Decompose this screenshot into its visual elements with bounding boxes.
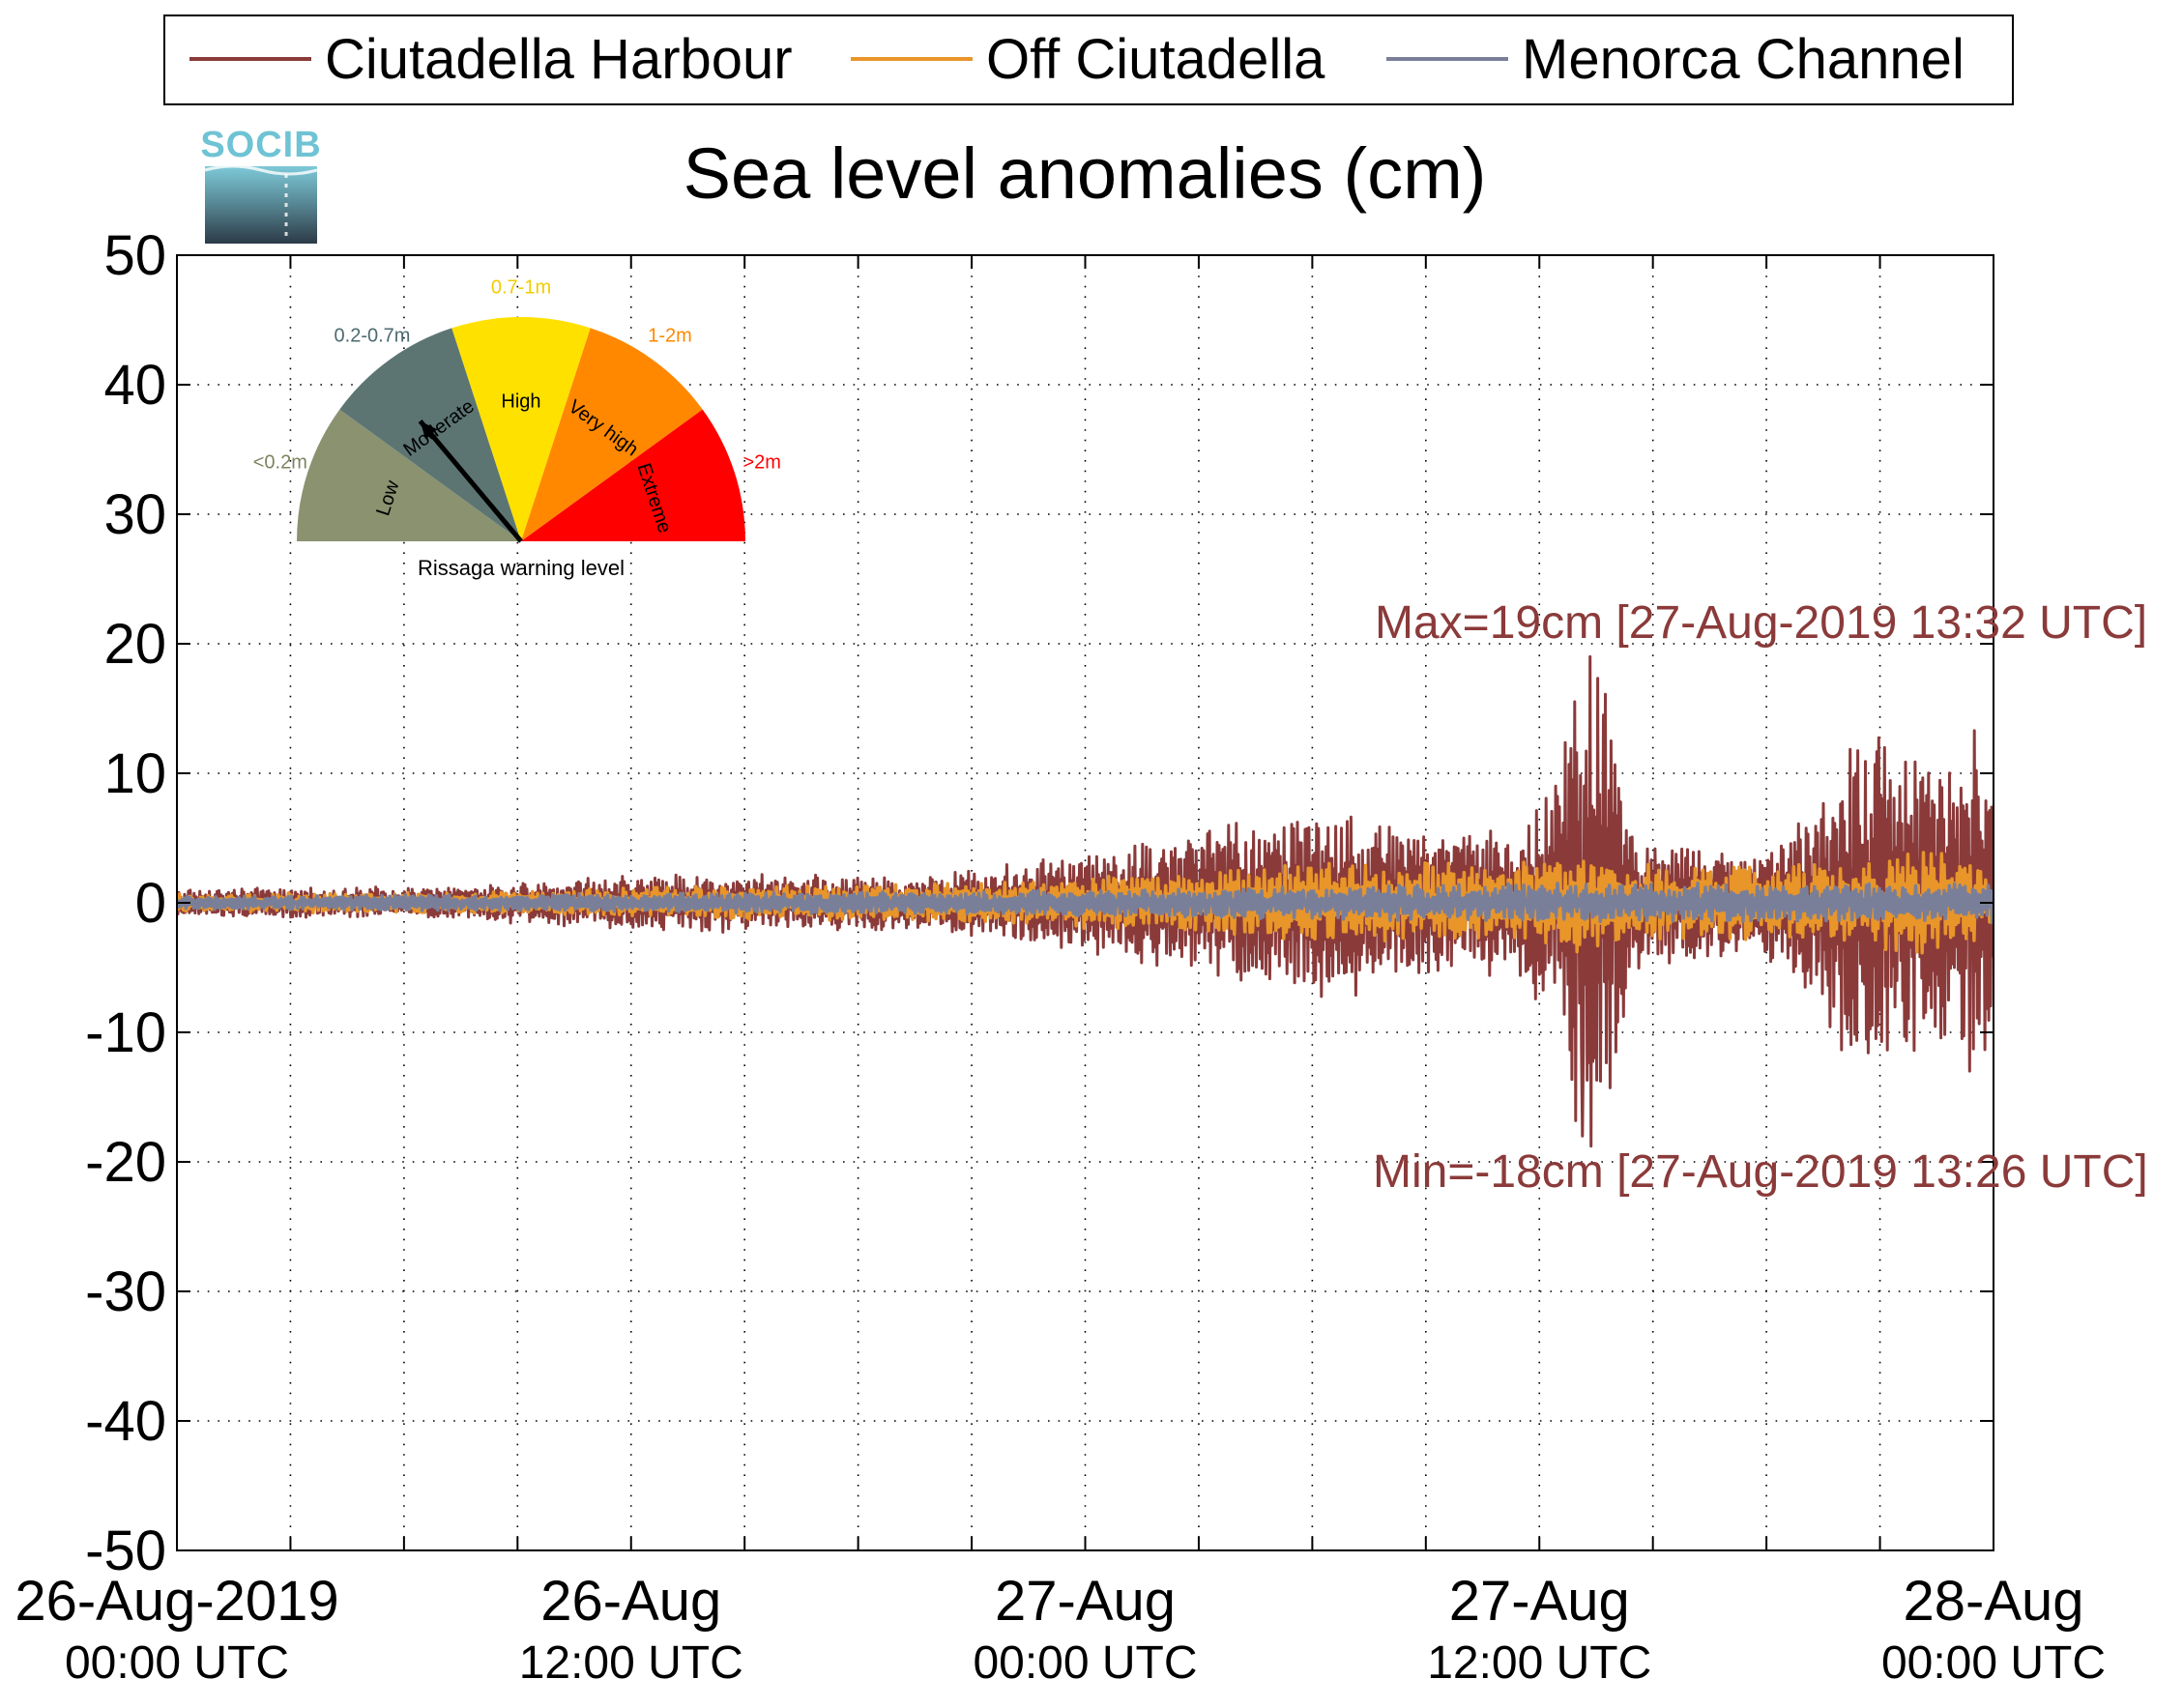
series-lines xyxy=(177,654,1994,1148)
y-tick-label: 20 xyxy=(103,613,166,676)
x-tick-label-time: 00:00 UTC xyxy=(65,1637,289,1689)
x-tick-label-time: 12:00 UTC xyxy=(1427,1637,1651,1689)
gauge-caption: Rissaga warning level xyxy=(418,556,625,580)
y-tick-label: -30 xyxy=(85,1260,166,1323)
gauge-sector-low xyxy=(297,409,521,541)
y-tick-label: 30 xyxy=(103,483,166,546)
gauge-sector-extreme xyxy=(521,409,745,541)
gauge-sector-very-high xyxy=(521,328,703,541)
legend-label-menorca-channel: Menorca Channel xyxy=(1522,28,1965,91)
gauge-needle-arrowhead xyxy=(420,420,438,440)
series-line-menorca-channel xyxy=(177,882,1994,925)
x-tick-label-date: 27-Aug xyxy=(995,1570,1176,1633)
socib-logo-mark xyxy=(205,166,317,244)
gauge-sector-label-high: High xyxy=(501,391,540,412)
y-tick-label: -10 xyxy=(85,1001,166,1064)
gauge-range-label-low: <0.2m xyxy=(253,451,307,473)
legend-label-ciutadella-harbour: Ciutadella Harbour xyxy=(325,28,793,91)
x-tick-label-date: 27-Aug xyxy=(1449,1570,1630,1633)
x-tick-label-date: 26-Aug-2019 xyxy=(15,1570,338,1633)
x-tick-label-date: 28-Aug xyxy=(1903,1570,2083,1633)
gauge-range-label-very-high: 1-2m xyxy=(648,325,692,346)
annotation-max: Max=19cm [27-Aug-2019 13:32 UTC] xyxy=(1375,597,2147,649)
y-tick-label: 50 xyxy=(103,224,166,287)
gauge-range-label-high: 0.7-1m xyxy=(491,276,551,298)
gauge-range-label-extreme: >2m xyxy=(742,451,780,473)
x-tick-label-time: 00:00 UTC xyxy=(973,1637,1197,1689)
legend-frame xyxy=(163,14,2014,105)
socib-logo-text: SOCIB xyxy=(200,125,321,165)
gauge-range-label-moderate: 0.2-0.7m xyxy=(335,325,411,346)
x-tick-label-date: 26-Aug xyxy=(540,1570,721,1633)
y-tick-label: 10 xyxy=(103,742,166,805)
gauge-needle xyxy=(418,419,523,543)
axes: 50403020100-10-20-30-40-5026-Aug-201900:… xyxy=(15,224,2106,1689)
socib-logo-wave xyxy=(204,164,318,176)
y-tick-label: -50 xyxy=(85,1520,166,1582)
socib-logo: SOCIB xyxy=(200,125,321,244)
legend-label-off-ciutadella: Off Ciutadella xyxy=(986,28,1325,91)
y-tick-label: 40 xyxy=(103,354,166,417)
y-tick-label: 0 xyxy=(135,872,166,935)
x-tick-label-time: 00:00 UTC xyxy=(1881,1637,2106,1689)
annotation-min: Min=-18cm [27-Aug-2019 13:26 UTC] xyxy=(1373,1146,2148,1198)
legend: Ciutadella Harbour Off Ciutadella Menorc… xyxy=(163,14,2014,105)
chart-title: Sea level anomalies (cm) xyxy=(684,133,1487,214)
gauge-sector-high xyxy=(451,317,591,541)
y-tick-label: -40 xyxy=(85,1390,166,1453)
y-tick-label: -20 xyxy=(85,1131,166,1194)
x-tick-label-time: 12:00 UTC xyxy=(519,1637,743,1689)
plot-frame xyxy=(176,254,1994,1551)
